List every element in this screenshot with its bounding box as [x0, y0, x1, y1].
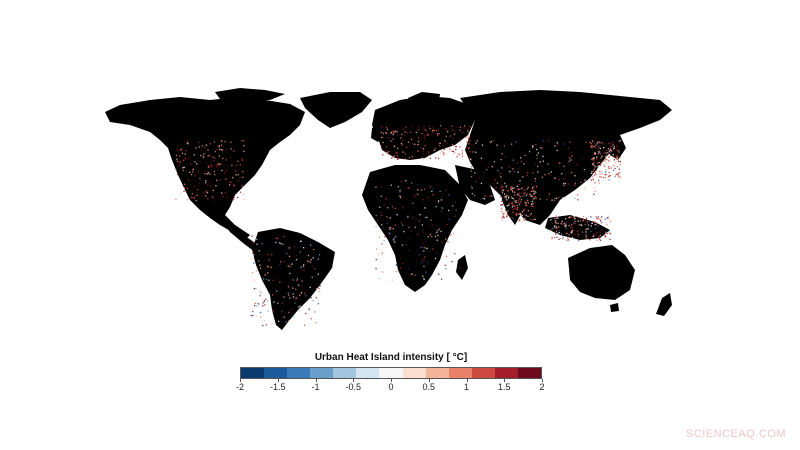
colorbar-swatch: [264, 368, 288, 378]
south-america: [252, 228, 335, 330]
tasmania: [610, 303, 619, 312]
colorbar-tick-label: 0.5: [422, 382, 436, 392]
arctic-islands: [215, 88, 285, 101]
greenland: [300, 92, 372, 128]
madagascar: [456, 255, 468, 280]
colorbar-tick-mark: [504, 379, 506, 382]
watermark: SCIENCEAQ.COM: [685, 428, 786, 440]
asia: [460, 90, 672, 225]
colorbar-tick-label: -1: [311, 382, 320, 392]
colorbar-tick-mark: [466, 379, 468, 382]
central-america: [220, 218, 262, 252]
north-america: [105, 97, 305, 240]
colorbar-swatch: [379, 368, 403, 378]
australia: [568, 245, 635, 300]
colorbar-swatch: [310, 368, 334, 378]
colorbar-tick-label: -2: [235, 382, 245, 392]
colorbar-swatch: [425, 368, 449, 378]
new-zealand: [656, 293, 672, 316]
colorbar-tick-mark: [277, 379, 279, 382]
colorbar-swatch: [241, 368, 265, 378]
colorbar-swatch: [287, 368, 311, 378]
colorbar-swatch: [356, 368, 380, 378]
colorbar-tick-mark: [428, 379, 430, 382]
legend-title: Urban Heat Island intensity [ °C]: [314, 352, 468, 363]
colorbar-tick-label: 0: [388, 382, 394, 392]
colorbar-swatch: [402, 368, 426, 378]
colorbar-swatch: [333, 368, 357, 378]
colorbar-tick-label: 1.5: [497, 382, 511, 392]
colorbar-swatch: [517, 368, 542, 378]
colorbar-swatch: [494, 368, 518, 378]
colorbar-tick-label: 1: [463, 382, 470, 392]
colorbar-ticks: -2 -1.5 -1 -0.5 0 0.5 1 1.5 2: [236, 379, 545, 399]
colorbar-swatch: [471, 368, 495, 378]
urban-heat-hotspots: [175, 125, 622, 327]
colorbar-tick-mark: [315, 379, 317, 382]
scandinavia: [408, 92, 440, 118]
colorbar-tick-label: -0.5: [345, 382, 362, 392]
colorbar-tick-mark: [353, 379, 355, 382]
colorbar-tick-mark: [542, 379, 543, 382]
colorbar-tick-mark: [240, 379, 241, 382]
colorbar-tick-label: 2: [539, 382, 545, 392]
arabian-peninsula: [455, 165, 495, 205]
colorbar-tick-mark: [391, 379, 392, 382]
colorbar-swatch: [448, 368, 472, 378]
africa: [362, 165, 468, 292]
continents: [105, 88, 672, 330]
colorbar: [240, 367, 542, 379]
japan: [610, 135, 626, 160]
colorbar-tick-label: -1.5: [269, 382, 286, 392]
british-isles: [371, 124, 384, 142]
europe: [372, 96, 475, 160]
